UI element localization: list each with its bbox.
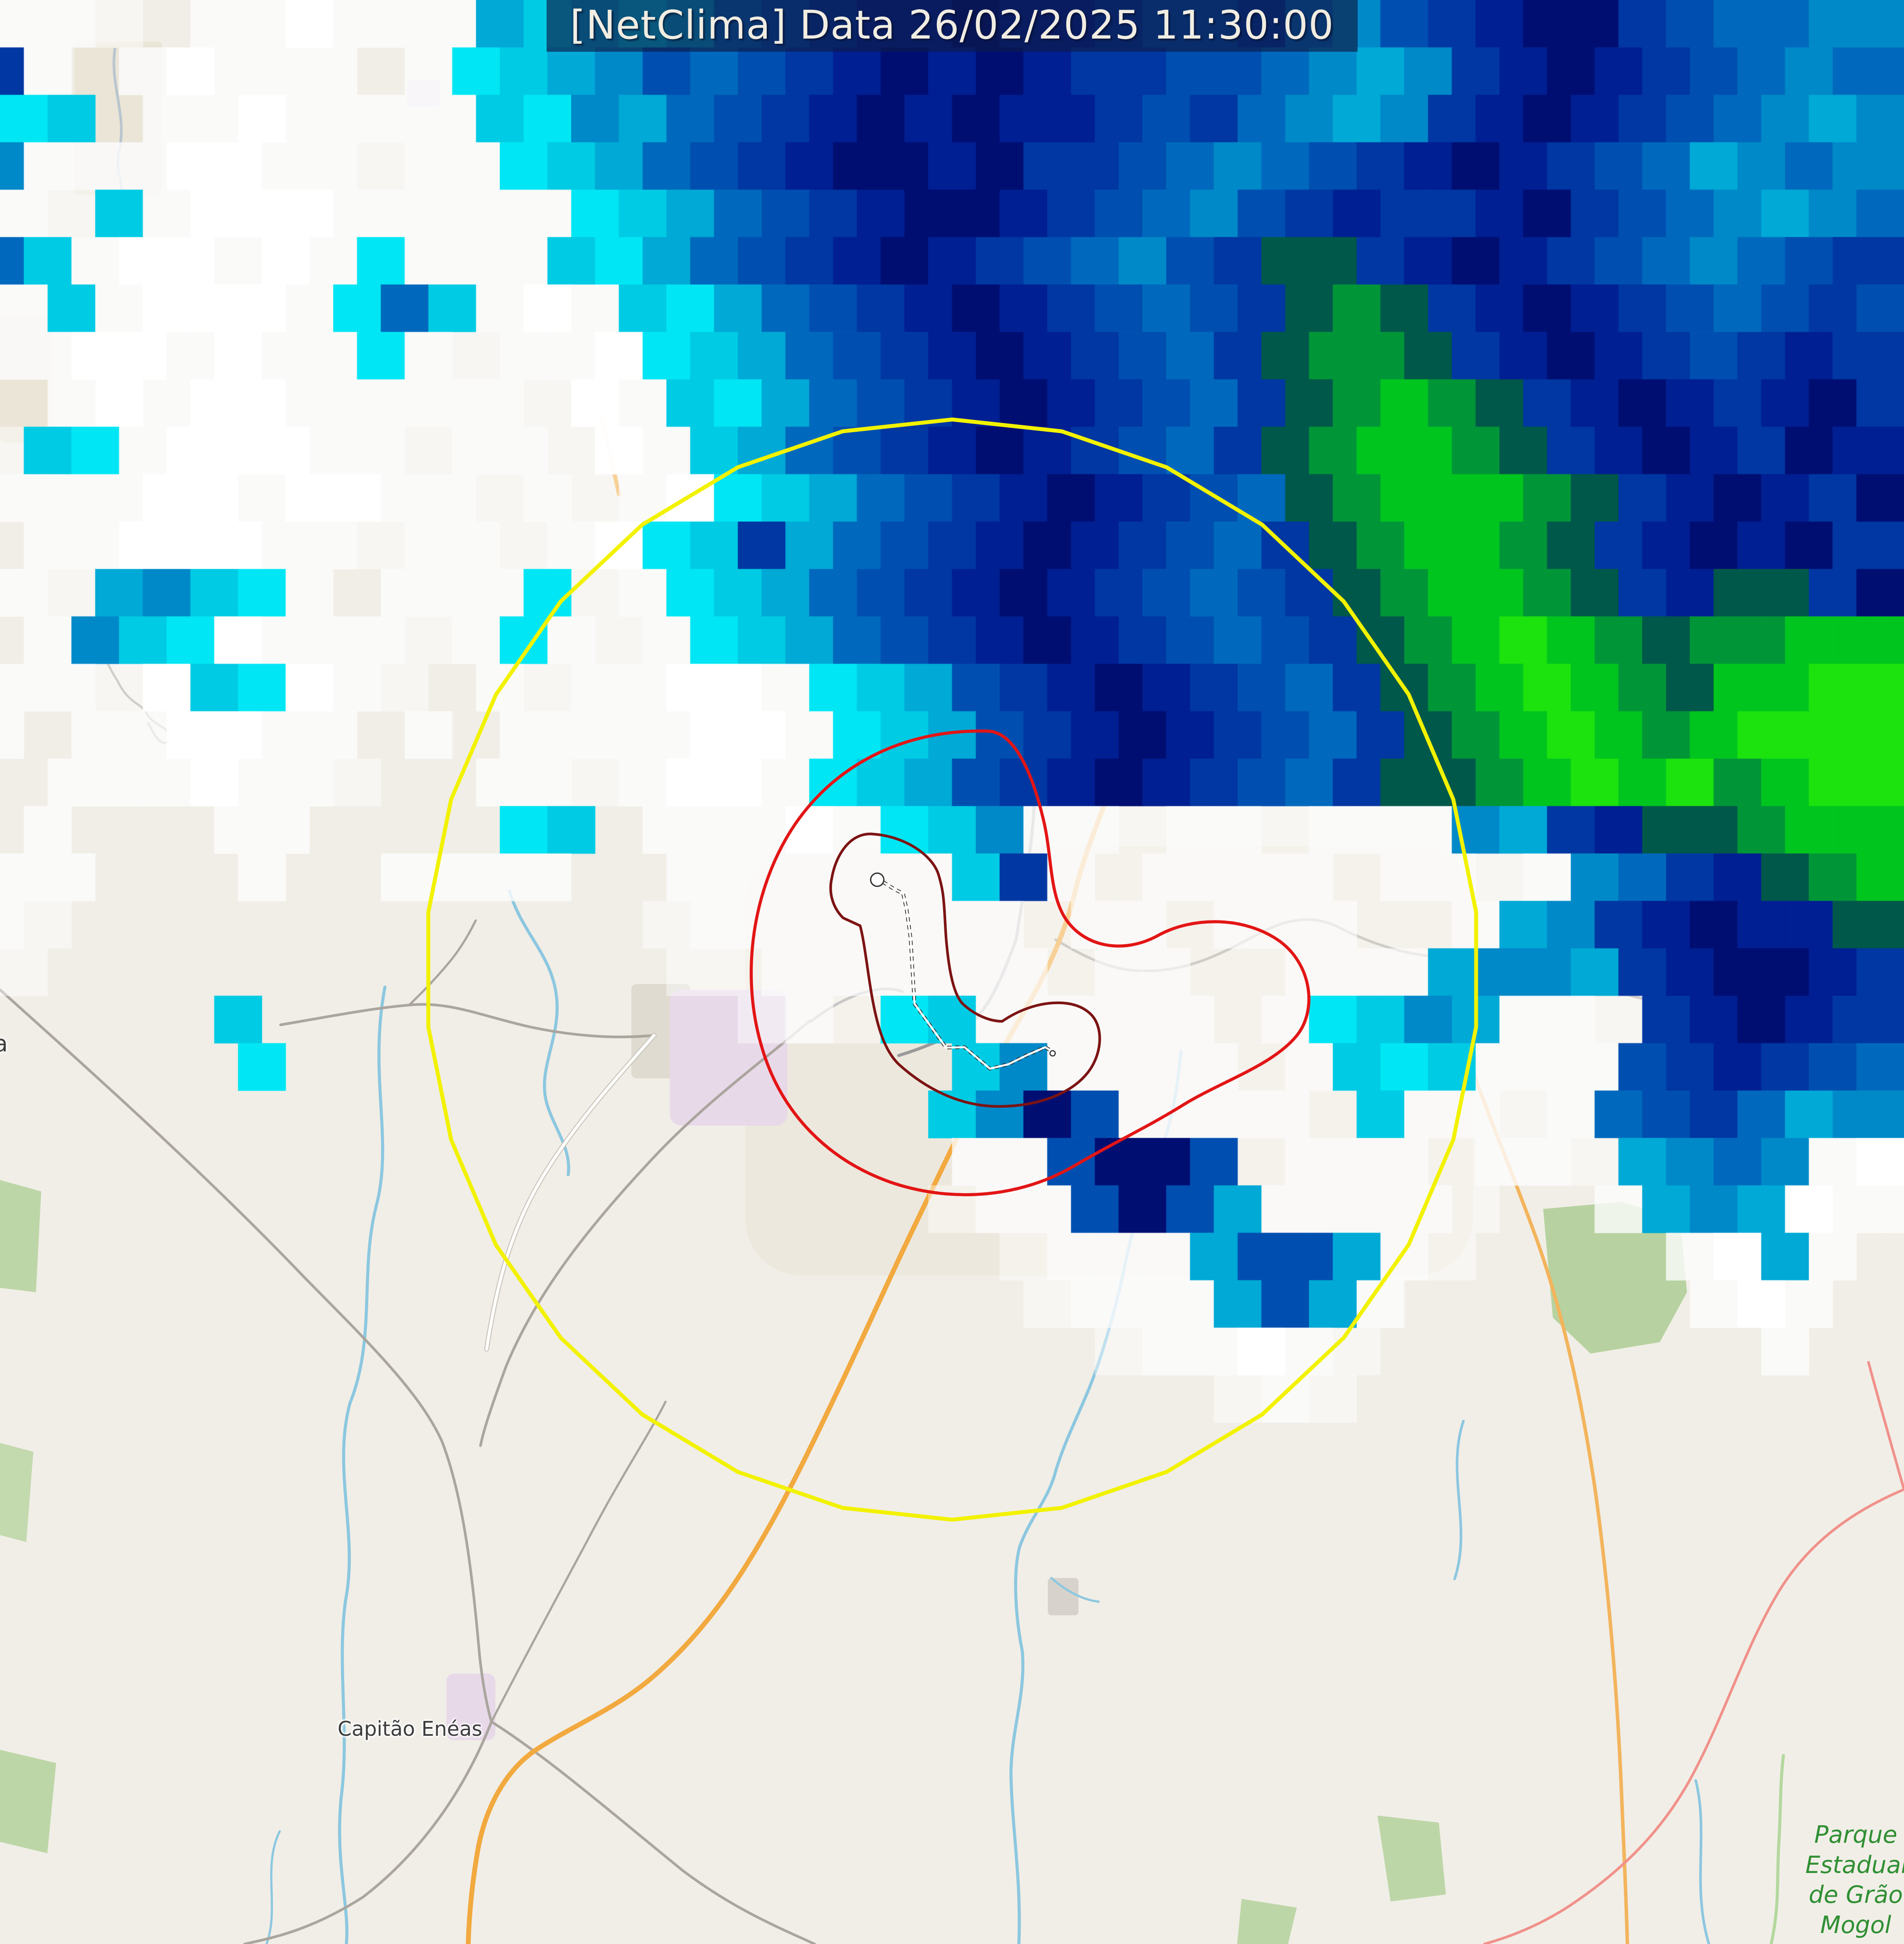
title-bar: [NetClima] Data 26/02/2025 11:30:00 — [546, 0, 1358, 52]
park-label-grao-mogol: Parque Estadual de Grão Mogol — [1805, 1821, 1904, 1939]
track-start-loop — [870, 872, 885, 887]
track-casing — [882, 880, 1055, 1070]
clipped-place-label: a — [0, 1031, 8, 1057]
track-core — [882, 881, 1055, 1070]
city-label-capitao-eneas: Capitão Enéas — [338, 1717, 482, 1741]
radius-ring-yellow — [426, 417, 1478, 1522]
alert-contour-red — [750, 729, 1310, 1197]
title-text: [NetClima] Data 26/02/2025 11:30:00 — [570, 2, 1334, 48]
alert-contour-maroon — [829, 832, 1101, 1108]
track-end-marker — [1049, 1050, 1056, 1057]
